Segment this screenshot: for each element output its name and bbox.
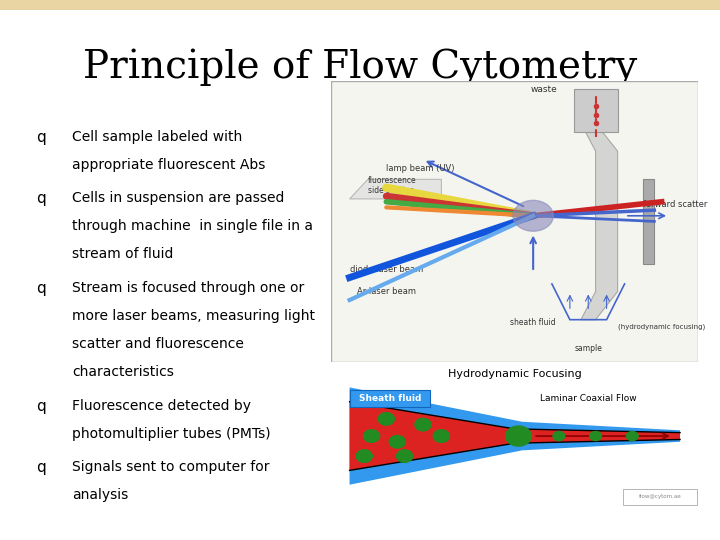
Bar xyxy=(574,90,618,132)
Text: q: q xyxy=(36,281,46,296)
Circle shape xyxy=(397,450,413,462)
Text: lamp beam (UV): lamp beam (UV) xyxy=(386,164,455,173)
Polygon shape xyxy=(581,123,618,320)
Text: waste: waste xyxy=(531,85,557,94)
Text: through machine  in single file in a: through machine in single file in a xyxy=(72,219,313,233)
Text: sample: sample xyxy=(575,343,602,353)
Circle shape xyxy=(364,430,379,442)
Text: Laminar Coaxial Flow: Laminar Coaxial Flow xyxy=(540,394,636,403)
Text: Cells in suspension are passed: Cells in suspension are passed xyxy=(72,191,284,205)
Circle shape xyxy=(626,431,638,441)
Text: Fluorescence detected by: Fluorescence detected by xyxy=(72,399,251,413)
Polygon shape xyxy=(350,387,680,485)
Text: q: q xyxy=(36,460,46,475)
Text: q: q xyxy=(36,399,46,414)
Text: q: q xyxy=(36,191,46,206)
Circle shape xyxy=(378,413,395,425)
Text: stream of fluid: stream of fluid xyxy=(72,247,174,261)
Text: characteristics: characteristics xyxy=(72,365,174,379)
Circle shape xyxy=(590,431,601,441)
Circle shape xyxy=(433,430,449,442)
Text: flow@cytom.ae: flow@cytom.ae xyxy=(639,494,681,499)
Circle shape xyxy=(553,431,564,441)
Text: sheath fluid: sheath fluid xyxy=(510,318,556,327)
Text: fluorescence: fluorescence xyxy=(368,177,417,186)
Text: Sheath fluid: Sheath fluid xyxy=(359,394,421,403)
Text: Stream is focused through one or: Stream is focused through one or xyxy=(72,281,305,295)
Text: diode laser beam: diode laser beam xyxy=(350,265,423,274)
Circle shape xyxy=(415,418,431,431)
Text: Hydrodynamic Focusing: Hydrodynamic Focusing xyxy=(448,369,582,379)
Polygon shape xyxy=(350,179,441,199)
Text: q: q xyxy=(36,130,46,145)
Text: Cell sample labeled with: Cell sample labeled with xyxy=(72,130,242,144)
Text: Principle of Flow Cytometry: Principle of Flow Cytometry xyxy=(83,49,637,86)
FancyBboxPatch shape xyxy=(350,390,431,407)
Text: analysis: analysis xyxy=(72,488,128,502)
Text: Signals sent to computer for: Signals sent to computer for xyxy=(72,460,269,474)
Circle shape xyxy=(390,435,405,448)
Text: scatter and fluorescence: scatter and fluorescence xyxy=(72,337,244,351)
Text: forward scatter: forward scatter xyxy=(644,200,708,210)
Bar xyxy=(0,0,720,10)
Circle shape xyxy=(513,200,554,231)
Circle shape xyxy=(356,450,372,462)
Text: photomultiplier tubes (PMTs): photomultiplier tubes (PMTs) xyxy=(72,427,271,441)
Text: more laser beams, measuring light: more laser beams, measuring light xyxy=(72,309,315,323)
Text: Ar laser beam: Ar laser beam xyxy=(357,287,416,296)
Polygon shape xyxy=(350,402,680,470)
Text: appropriate fluorescent Abs: appropriate fluorescent Abs xyxy=(72,158,266,172)
Circle shape xyxy=(505,426,531,446)
FancyBboxPatch shape xyxy=(623,489,696,505)
Bar xyxy=(644,179,654,264)
Text: (hydrodynamic focusing): (hydrodynamic focusing) xyxy=(618,323,705,329)
Text: side scatter: side scatter xyxy=(368,186,413,195)
